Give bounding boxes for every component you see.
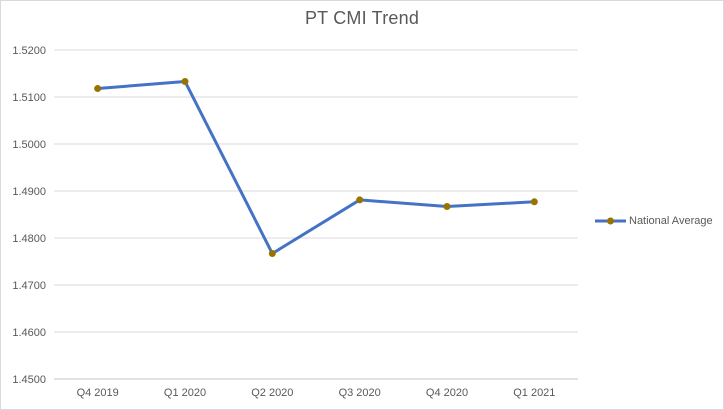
data-point-marker [356,196,364,204]
x-axis-category-label: Q1 2020 [164,387,206,399]
x-axis-category-label: Q1 2021 [513,387,555,399]
y-axis-tick-label: 1.4900 [12,186,46,198]
y-axis-tick-label: 1.4500 [12,374,46,386]
x-axis-category-label: Q2 2020 [251,387,293,399]
y-axis-tick-label: 1.4800 [12,233,46,245]
data-point-marker [268,250,276,258]
y-axis-tick-label: 1.5100 [12,92,46,104]
x-axis-category-label: Q4 2020 [426,387,468,399]
chart-title: PT CMI Trend [304,8,420,28]
series-line [96,79,536,256]
data-point-marker [94,85,102,93]
x-axis-category-label: Q4 2019 [77,387,119,399]
y-axis-tick-label: 1.5000 [12,139,46,151]
legend: National Average [594,213,713,229]
data-point-marker [443,203,451,211]
legend-line-marker-icon [595,217,626,225]
data-point-marker [530,198,538,206]
y-axis-tick-label: 1.4600 [12,327,46,339]
data-point-marker [181,77,189,85]
y-axis-tick-label: 1.5200 [12,45,46,57]
x-axis-category-label: Q3 2020 [339,387,381,399]
y-axis-tick-label: 1.4700 [12,280,46,292]
legend-label: National Average [629,215,713,227]
